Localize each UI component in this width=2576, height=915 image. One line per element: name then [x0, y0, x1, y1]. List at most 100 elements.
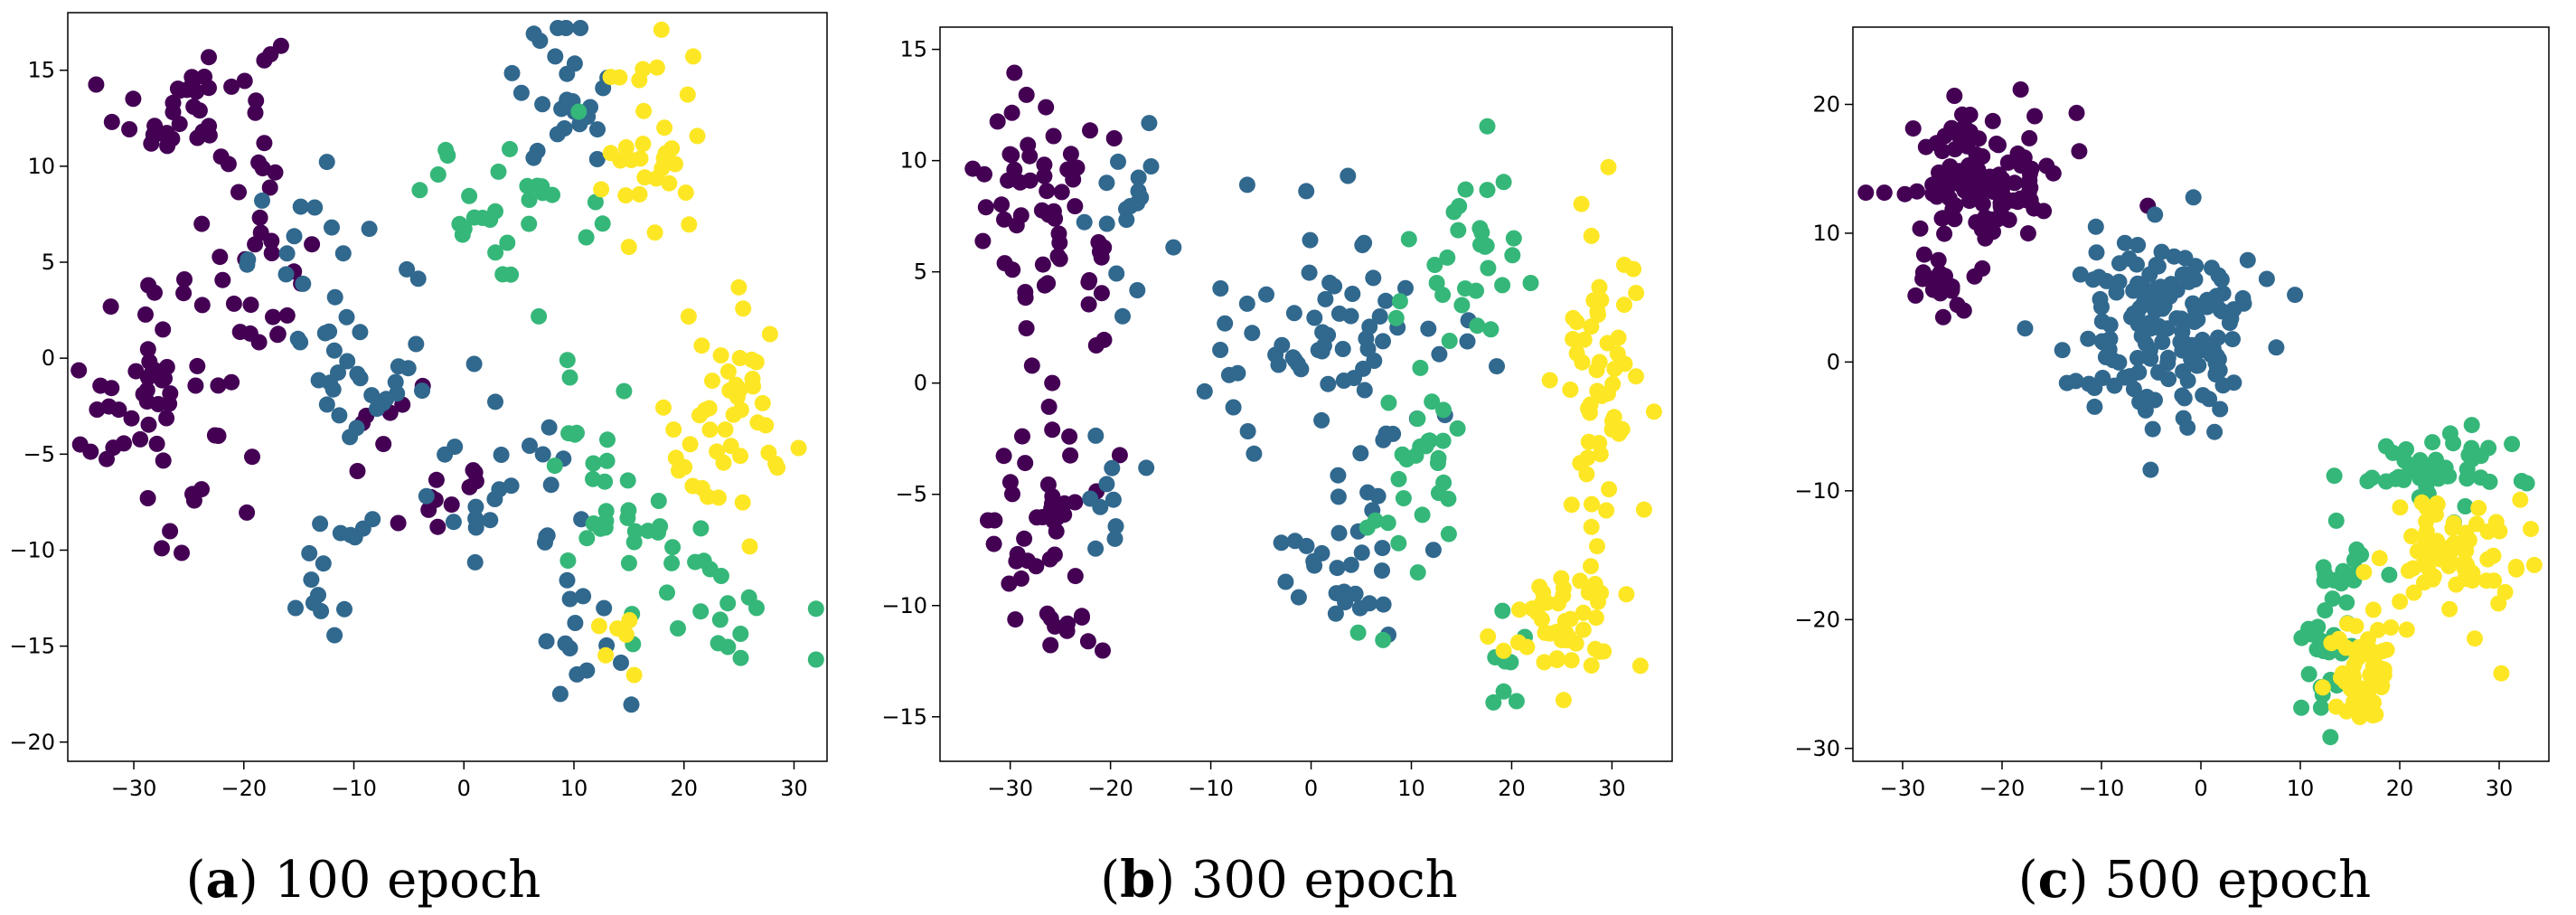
point-yellow [620, 239, 637, 256]
point-purple [1080, 296, 1097, 313]
point-blue [2125, 282, 2142, 299]
point-blue [1306, 309, 1323, 326]
point-purple [140, 277, 157, 294]
point-green [1379, 514, 1396, 532]
point-purple [1915, 246, 1932, 263]
point-blue [325, 342, 343, 359]
point-yellow [1593, 584, 1610, 601]
axes-frame [67, 12, 828, 762]
y-tick-label: 10 [1812, 221, 1840, 246]
point-blue [336, 600, 353, 618]
point-purple [1946, 141, 1963, 158]
point-purple [461, 478, 478, 495]
point-blue [569, 665, 586, 683]
point-green [732, 649, 749, 666]
point-purple [251, 209, 268, 226]
point-purple [256, 135, 273, 152]
point-purple [1039, 605, 1056, 622]
point-blue [2179, 273, 2196, 290]
point-blue [2179, 372, 2196, 389]
point-green [490, 163, 507, 180]
point-blue [2093, 333, 2111, 350]
point-purple [1943, 282, 1960, 299]
point-blue [399, 260, 416, 278]
point-blue [1353, 544, 1370, 561]
point-yellow [1591, 354, 1608, 371]
point-blue [334, 245, 352, 262]
point-yellow [1628, 285, 1645, 301]
point-blue [2080, 330, 2097, 347]
point-yellow [1580, 400, 1596, 417]
point-blue [339, 353, 356, 370]
point-blue [2239, 251, 2256, 269]
point-purple [1876, 184, 1893, 202]
point-purple [1924, 176, 1941, 193]
point-yellow [2441, 600, 2458, 618]
point-purple [1079, 633, 1096, 650]
point-purple [138, 393, 155, 410]
x-tick-label: −30 [1880, 776, 1926, 801]
point-yellow [2490, 595, 2507, 612]
point-purple [223, 78, 240, 95]
axes-frame [939, 26, 1673, 762]
point-yellow [1558, 632, 1575, 649]
point-purple [158, 410, 175, 427]
point-purple [247, 104, 264, 121]
point-blue [324, 219, 340, 236]
y-tick-label: 0 [42, 345, 55, 371]
point-purple [1105, 130, 1123, 146]
point-blue [2208, 288, 2225, 305]
point-yellow [680, 308, 697, 325]
point-blue [1293, 361, 1310, 378]
point-purple [127, 363, 145, 380]
point-purple [250, 154, 268, 171]
point-blue [1420, 320, 1437, 337]
point-purple [993, 196, 1011, 213]
point-yellow [1579, 449, 1596, 467]
point-purple [1931, 164, 1947, 181]
point-purple [1001, 575, 1018, 592]
point-blue [2152, 278, 2169, 296]
point-blue [550, 20, 567, 36]
y-tick-label: −20 [9, 730, 55, 755]
point-purple [1974, 148, 1991, 165]
y-tick-label: −5 [24, 441, 55, 467]
point-blue [1196, 382, 1213, 400]
point-green [711, 611, 729, 628]
point-purple [201, 49, 217, 66]
point-purple [103, 113, 120, 130]
point-blue [2189, 311, 2206, 328]
point-yellow [632, 150, 649, 167]
point-blue [1129, 194, 1146, 212]
point-green [594, 215, 611, 232]
point-blue [1315, 337, 1332, 354]
point-yellow [2493, 665, 2510, 682]
point-blue [418, 487, 435, 505]
y-tick-label: −15 [9, 634, 55, 659]
point-blue [1238, 176, 1255, 193]
point-blue [2185, 189, 2202, 206]
point-green [1434, 432, 1452, 449]
x-tick-label: −20 [1979, 776, 2026, 801]
point-yellow [1511, 601, 1528, 618]
point-blue [303, 571, 320, 589]
point-purple [1040, 206, 1058, 223]
point-yellow [1604, 375, 1622, 392]
x-tick-label: −30 [987, 776, 1033, 801]
point-blue [1301, 264, 1318, 281]
point-blue [1358, 330, 1375, 347]
y-tick-label: −10 [881, 593, 927, 618]
point-blue [254, 192, 270, 209]
point-green [1479, 182, 1496, 199]
point-purple [155, 452, 172, 469]
point-yellow [2507, 559, 2524, 575]
point-blue [1317, 290, 1334, 307]
point-purple [121, 121, 138, 137]
point-blue [572, 20, 589, 36]
point-green [1495, 683, 1512, 700]
point-yellow [635, 102, 653, 119]
point-green [461, 187, 478, 204]
point-blue [1344, 286, 1361, 302]
point-yellow [2479, 524, 2496, 540]
point-blue [1098, 215, 1115, 232]
